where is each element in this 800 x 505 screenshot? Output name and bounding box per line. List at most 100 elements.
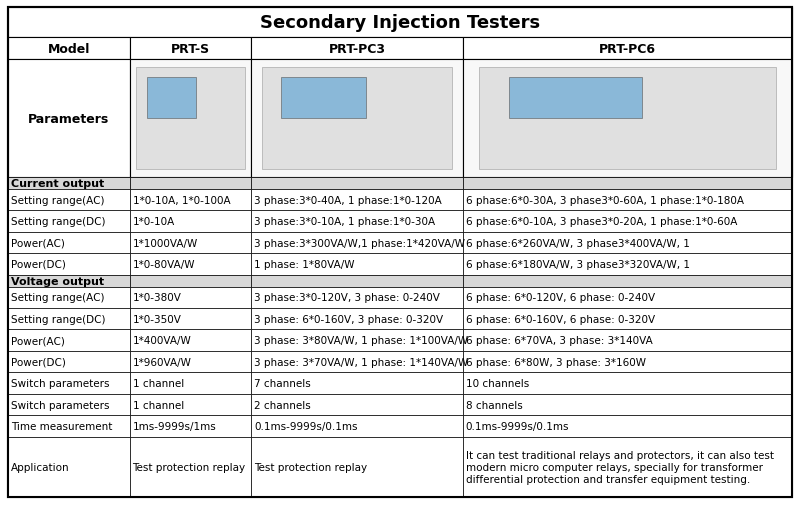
Bar xyxy=(251,437,462,497)
Text: Test protection replay: Test protection replay xyxy=(133,462,246,472)
Bar xyxy=(8,394,130,416)
Bar xyxy=(130,394,251,416)
Bar xyxy=(462,254,792,275)
Text: 0.1ms-9999s/0.1ms: 0.1ms-9999s/0.1ms xyxy=(254,421,358,431)
Text: 10 channels: 10 channels xyxy=(466,378,529,388)
Bar xyxy=(262,68,452,169)
Text: PRT-PC3: PRT-PC3 xyxy=(328,42,386,56)
Text: 1*0-80VA/W: 1*0-80VA/W xyxy=(133,260,195,270)
Text: Application: Application xyxy=(11,462,70,472)
Bar xyxy=(146,78,196,119)
Text: 3 phase: 6*0-160V, 3 phase: 0-320V: 3 phase: 6*0-160V, 3 phase: 0-320V xyxy=(254,314,443,324)
Bar xyxy=(251,189,462,211)
Bar xyxy=(462,287,792,309)
Bar xyxy=(462,275,792,287)
Text: 6 phase: 6*0-160V, 6 phase: 0-320V: 6 phase: 6*0-160V, 6 phase: 0-320V xyxy=(466,314,655,324)
Bar xyxy=(251,330,462,351)
Bar xyxy=(8,211,130,232)
Bar xyxy=(251,309,462,330)
Text: 6 phase:6*0-10A, 3 phase3*0-20A, 1 phase:1*0-60A: 6 phase:6*0-10A, 3 phase3*0-20A, 1 phase… xyxy=(466,217,737,227)
Bar xyxy=(462,351,792,373)
Text: Current output: Current output xyxy=(11,179,104,188)
Text: 6 phase:6*260VA/W, 3 phase3*400VA/W, 1: 6 phase:6*260VA/W, 3 phase3*400VA/W, 1 xyxy=(466,238,690,248)
Bar xyxy=(130,416,251,437)
Bar xyxy=(130,211,251,232)
Text: 1*0-380V: 1*0-380V xyxy=(133,293,182,302)
Text: Time measurement: Time measurement xyxy=(11,421,112,431)
Bar xyxy=(251,275,462,287)
Text: Power(DC): Power(DC) xyxy=(11,357,66,367)
Bar xyxy=(8,330,130,351)
Text: 1 channel: 1 channel xyxy=(133,400,184,410)
Bar xyxy=(8,373,130,394)
Text: Voltage output: Voltage output xyxy=(11,276,104,286)
Text: 1ms-9999s/1ms: 1ms-9999s/1ms xyxy=(133,421,216,431)
Text: 1*960VA/W: 1*960VA/W xyxy=(133,357,191,367)
Bar xyxy=(130,351,251,373)
Bar xyxy=(130,178,251,189)
Bar xyxy=(251,373,462,394)
Text: 1 channel: 1 channel xyxy=(133,378,184,388)
Bar xyxy=(8,60,130,178)
Bar xyxy=(462,211,792,232)
Text: Setting range(DC): Setting range(DC) xyxy=(11,314,106,324)
Bar xyxy=(135,68,245,169)
Bar xyxy=(8,232,130,254)
Text: Power(DC): Power(DC) xyxy=(11,260,66,270)
Text: 3 phase:3*0-120V, 3 phase: 0-240V: 3 phase:3*0-120V, 3 phase: 0-240V xyxy=(254,293,440,302)
Bar xyxy=(462,38,792,60)
Bar xyxy=(130,330,251,351)
Bar xyxy=(462,373,792,394)
Bar xyxy=(462,437,792,497)
Bar xyxy=(8,275,130,287)
Text: 1*0-10A, 1*0-100A: 1*0-10A, 1*0-100A xyxy=(133,195,230,205)
Text: 2 channels: 2 channels xyxy=(254,400,310,410)
Bar xyxy=(130,38,251,60)
Text: 1*400VA/W: 1*400VA/W xyxy=(133,335,191,345)
Bar xyxy=(479,68,775,169)
Bar xyxy=(462,178,792,189)
Bar xyxy=(462,394,792,416)
Text: 1*1000VA/W: 1*1000VA/W xyxy=(133,238,198,248)
Bar xyxy=(462,189,792,211)
Bar xyxy=(251,254,462,275)
Bar xyxy=(251,232,462,254)
Text: 6 phase: 6*80W, 3 phase: 3*160W: 6 phase: 6*80W, 3 phase: 3*160W xyxy=(466,357,646,367)
Bar xyxy=(251,394,462,416)
Bar xyxy=(8,351,130,373)
Text: Test protection replay: Test protection replay xyxy=(254,462,367,472)
Text: 1 phase: 1*80VA/W: 1 phase: 1*80VA/W xyxy=(254,260,354,270)
Text: Setting range(DC): Setting range(DC) xyxy=(11,217,106,227)
Bar xyxy=(130,232,251,254)
Text: Parameters: Parameters xyxy=(28,112,110,125)
Text: 3 phase:3*0-10A, 1 phase:1*0-30A: 3 phase:3*0-10A, 1 phase:1*0-30A xyxy=(254,217,435,227)
Text: 6 phase:6*180VA/W, 3 phase3*320VA/W, 1: 6 phase:6*180VA/W, 3 phase3*320VA/W, 1 xyxy=(466,260,690,270)
Text: PRT-PC6: PRT-PC6 xyxy=(599,42,656,56)
Bar xyxy=(130,60,251,178)
Bar xyxy=(130,309,251,330)
Bar xyxy=(130,189,251,211)
Text: 1*0-10A: 1*0-10A xyxy=(133,217,174,227)
Bar xyxy=(251,38,462,60)
Bar xyxy=(8,189,130,211)
Text: Switch parameters: Switch parameters xyxy=(11,378,110,388)
Text: 7 channels: 7 channels xyxy=(254,378,310,388)
Bar xyxy=(251,416,462,437)
Text: 6 phase: 6*0-120V, 6 phase: 0-240V: 6 phase: 6*0-120V, 6 phase: 0-240V xyxy=(466,293,655,302)
Bar xyxy=(251,287,462,309)
Text: PRT-S: PRT-S xyxy=(170,42,210,56)
Bar xyxy=(462,309,792,330)
Bar xyxy=(8,178,130,189)
Bar xyxy=(8,8,792,38)
Text: 6 phase: 6*70VA, 3 phase: 3*140VA: 6 phase: 6*70VA, 3 phase: 3*140VA xyxy=(466,335,653,345)
Text: 3 phase:3*300VA/W,1 phase:1*420VA/W: 3 phase:3*300VA/W,1 phase:1*420VA/W xyxy=(254,238,465,248)
Text: It can test traditional relays and protectors, it can also test
modern micro com: It can test traditional relays and prote… xyxy=(466,450,774,484)
Bar xyxy=(8,287,130,309)
Bar xyxy=(462,330,792,351)
Text: 6 phase:6*0-30A, 3 phase3*0-60A, 1 phase:1*0-180A: 6 phase:6*0-30A, 3 phase3*0-60A, 1 phase… xyxy=(466,195,744,205)
Bar xyxy=(130,254,251,275)
Text: 3 phase:3*0-40A, 1 phase:1*0-120A: 3 phase:3*0-40A, 1 phase:1*0-120A xyxy=(254,195,442,205)
Bar xyxy=(281,78,366,119)
Bar xyxy=(462,232,792,254)
Bar xyxy=(130,437,251,497)
